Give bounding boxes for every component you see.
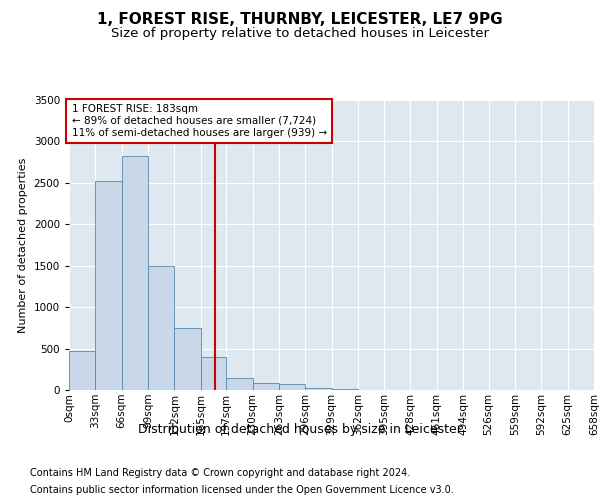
Text: 1, FOREST RISE, THURNBY, LEICESTER, LE7 9PG: 1, FOREST RISE, THURNBY, LEICESTER, LE7 … <box>97 12 503 28</box>
Bar <box>122 156 148 390</box>
Text: Contains HM Land Registry data © Crown copyright and database right 2024.: Contains HM Land Registry data © Crown c… <box>30 468 410 477</box>
Bar <box>175 328 200 390</box>
Text: Distribution of detached houses by size in Leicester: Distribution of detached houses by size … <box>138 422 462 436</box>
Text: Contains public sector information licensed under the Open Government Licence v3: Contains public sector information licen… <box>30 485 454 495</box>
Bar <box>200 357 226 390</box>
Y-axis label: Number of detached properties: Number of detached properties <box>18 158 28 332</box>
Text: Size of property relative to detached houses in Leicester: Size of property relative to detached ho… <box>111 28 489 40</box>
Bar <box>226 378 253 390</box>
Bar <box>331 389 358 390</box>
Text: 1 FOREST RISE: 183sqm
← 89% of detached houses are smaller (7,724)
11% of semi-d: 1 FOREST RISE: 183sqm ← 89% of detached … <box>71 104 327 138</box>
Bar <box>69 351 95 390</box>
Bar <box>279 384 305 390</box>
Bar <box>305 388 331 390</box>
Bar <box>95 181 122 390</box>
Bar <box>148 266 175 390</box>
Bar <box>253 384 279 390</box>
